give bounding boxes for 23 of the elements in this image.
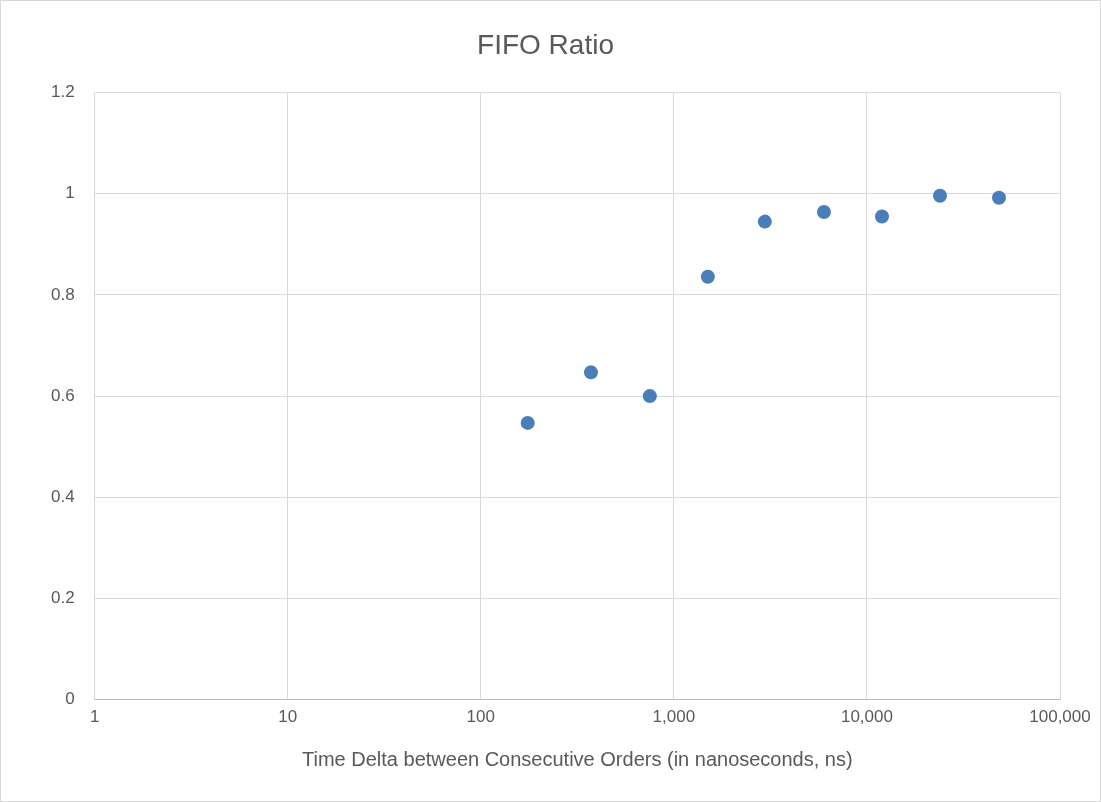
point: [583, 365, 598, 380]
point: [875, 209, 889, 224]
x-tick-label: 10,000: [840, 707, 893, 727]
y-tick-label: 0.6: [50, 385, 75, 405]
x-tick-label: 100: [466, 707, 495, 727]
point: [700, 269, 715, 284]
x-tick-label: 10: [278, 707, 298, 727]
x-tick-label: 1,000: [652, 707, 696, 727]
point: [816, 204, 831, 219]
point: [932, 188, 947, 203]
x-tick-label: 1: [89, 707, 100, 727]
y-tick-label: 0.4: [50, 486, 75, 506]
x-tick-label: 100,000: [1029, 707, 1091, 727]
point: [642, 389, 657, 404]
chart-title: FIFO Ratio: [477, 28, 614, 60]
point: [757, 214, 772, 229]
point: [991, 190, 1006, 205]
y-tick-label: 0.2: [50, 588, 75, 608]
y-tick-label: 0.8: [50, 284, 75, 304]
y-tick-label: 1: [65, 183, 75, 203]
x-axis-title: Time Delta between Consecutive Orders (in nanoseconds, ns): [302, 747, 853, 770]
y-tick-label: 1.2: [50, 82, 75, 102]
y-tick-label: 0: [65, 689, 75, 709]
